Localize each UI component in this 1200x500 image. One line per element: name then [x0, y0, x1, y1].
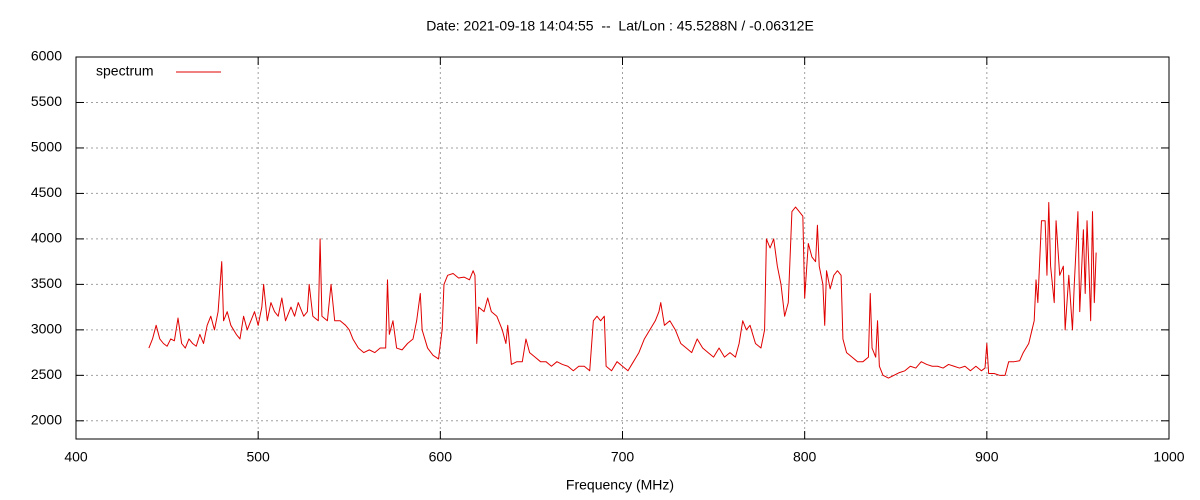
y-tick-label: 5500 [31, 93, 62, 109]
chart-title: Date: 2021-09-18 14:04:55 -- Lat/Lon : 4… [426, 18, 814, 34]
y-tick-label: 3500 [31, 275, 62, 291]
y-tick-label: 6000 [31, 48, 62, 64]
y-tick-label: 4000 [31, 230, 62, 246]
x-tick-label: 900 [975, 449, 999, 465]
y-tick-label: 5000 [31, 139, 62, 155]
y-tick-label: 2500 [31, 366, 62, 382]
y-tick-label: 2000 [31, 412, 62, 428]
x-axis-label: Frequency (MHz) [566, 477, 674, 493]
legend-label: spectrum [96, 63, 154, 79]
y-tick-label: 4500 [31, 184, 62, 200]
x-tick-label: 600 [429, 449, 453, 465]
x-tick-label: 1000 [1153, 449, 1184, 465]
x-tick-label: 700 [611, 449, 635, 465]
y-tick-label: 3000 [31, 321, 62, 337]
x-tick-label: 400 [64, 449, 88, 465]
x-tick-label: 800 [793, 449, 817, 465]
line-series [148, 202, 1097, 379]
x-tick-label: 500 [246, 449, 270, 465]
plot-border [75, 56, 1170, 440]
